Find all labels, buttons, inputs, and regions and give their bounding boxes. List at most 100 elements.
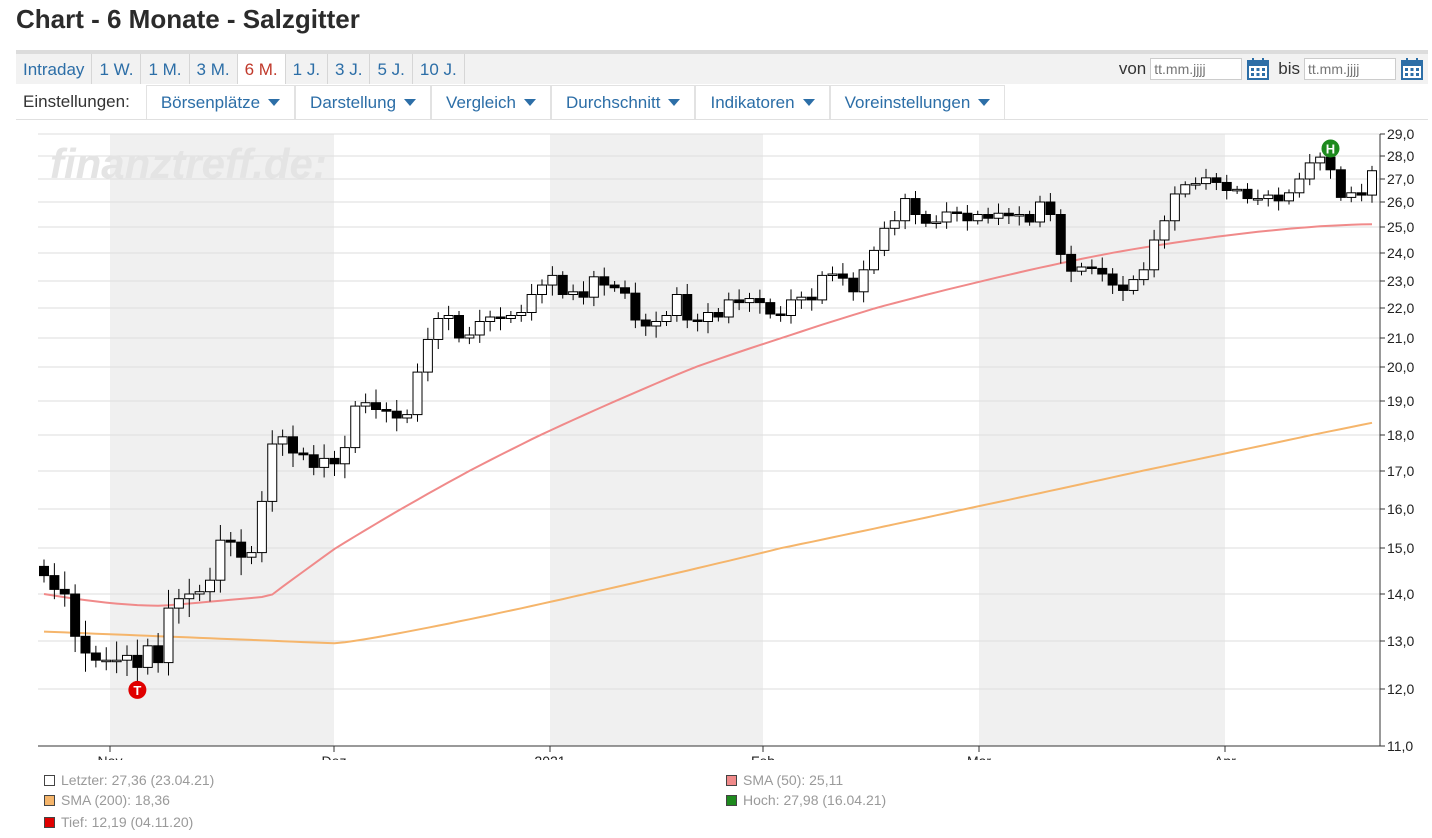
- y-tick-label: 28,0: [1387, 148, 1414, 164]
- y-tick-label: 25,0: [1387, 219, 1414, 235]
- divider: [16, 119, 1428, 120]
- low-marker: [128, 680, 147, 699]
- legend-item: Letzter: 27,36 (23.04.21): [44, 772, 214, 788]
- candle-body: [1045, 201, 1056, 215]
- settings-menu-label: Voreinstellungen: [844, 92, 971, 112]
- from-label: von: [1118, 59, 1147, 78]
- legend-item: SMA (200): 18,36: [44, 792, 170, 808]
- candle-body: [599, 276, 610, 286]
- candle-body: [1055, 214, 1066, 255]
- caret-down-icon: [668, 99, 681, 106]
- candle-body: [49, 575, 60, 590]
- legend-item: SMA (50): 25,11: [726, 772, 843, 788]
- settings-menu-label: Vergleich: [446, 92, 516, 112]
- candle-body: [879, 227, 890, 251]
- candle-body: [972, 214, 983, 222]
- candle-body: [983, 214, 994, 219]
- legend-swatch: [44, 816, 55, 828]
- settings-menu-1[interactable]: Darstellung: [295, 85, 432, 119]
- x-tick-label: Nov: [98, 753, 123, 760]
- caret-down-icon: [404, 99, 417, 106]
- time-range-tabs: Intraday 1 W. 1 M. 3 M. 6 M. 1 J. 3 J. 5 J. 10 J…: [16, 54, 465, 84]
- settings-menu-5[interactable]: Voreinstellungen: [829, 85, 1006, 119]
- candle-body: [1024, 214, 1035, 223]
- candle-body: [734, 299, 745, 304]
- candle-body: [1211, 177, 1222, 183]
- candle-body: [609, 284, 620, 289]
- range-tab-8[interactable]: 10 J.: [413, 54, 465, 84]
- range-tab-2[interactable]: 1 M.: [141, 54, 190, 84]
- candle-body: [495, 316, 506, 319]
- candle-body: [1066, 253, 1077, 272]
- candle-body: [1035, 201, 1045, 223]
- settings-menu-3[interactable]: Durchschnitt: [550, 85, 696, 119]
- candle-body: [184, 593, 195, 600]
- candle-body: [1003, 212, 1014, 217]
- candle-body: [1014, 214, 1025, 217]
- y-tick-label: 11,0: [1387, 738, 1413, 754]
- candle-body: [454, 315, 464, 339]
- candle-body: [70, 593, 81, 637]
- range-tab-3[interactable]: 3 M.: [190, 54, 238, 84]
- candle-body: [277, 436, 288, 445]
- range-tab-5[interactable]: 1 J.: [286, 54, 329, 84]
- candle-body: [1252, 198, 1263, 201]
- candle-body: [59, 588, 70, 595]
- date-range-picker: von bis: [1119, 54, 1428, 84]
- candle-body: [1335, 169, 1346, 198]
- calendar-icon[interactable]: [1246, 57, 1270, 81]
- settings-menu-label: Indikatoren: [710, 92, 795, 112]
- high-marker: [1321, 139, 1340, 158]
- candle-body: [329, 457, 340, 465]
- y-tick-label: 24,0: [1387, 245, 1414, 261]
- range-tab-4[interactable]: 6 M.: [237, 54, 286, 84]
- sma200-line: [43, 421, 1373, 645]
- y-tick-label: 27,0: [1387, 171, 1414, 187]
- candle-body: [402, 414, 413, 419]
- candle-body: [173, 598, 184, 609]
- calendar-icon[interactable]: [1400, 57, 1424, 81]
- range-tab-7[interactable]: 5 J.: [370, 54, 413, 84]
- month-shade-2: [979, 134, 1225, 746]
- settings-menu-2[interactable]: Vergleich: [431, 85, 551, 119]
- candle-body: [578, 291, 589, 298]
- legend-label: Hoch: 27,98 (16.04.21): [743, 792, 887, 808]
- x-tick-label: Mar: [967, 753, 991, 760]
- legend-swatch: [44, 794, 55, 806]
- settings-menu-0[interactable]: Börsenplätze: [145, 85, 296, 119]
- candle-body: [246, 552, 257, 558]
- settings-menu-label: Börsenplätze: [160, 92, 261, 112]
- candle-body: [422, 338, 433, 373]
- candle-body: [1076, 266, 1087, 272]
- candle-body: [1169, 193, 1180, 222]
- y-tick-label: 26,0: [1387, 194, 1414, 210]
- candle-body: [900, 198, 911, 222]
- settings-menu-4[interactable]: Indikatoren: [695, 85, 830, 119]
- candle-body: [371, 402, 381, 411]
- y-tick-label: 20,0: [1387, 359, 1414, 375]
- range-tab-0[interactable]: Intraday: [16, 54, 93, 84]
- high-marker-label: H: [1326, 141, 1335, 156]
- candle-body: [205, 579, 215, 593]
- to-date-input[interactable]: [1304, 58, 1396, 80]
- range-tab-1[interactable]: 1 W.: [92, 54, 142, 84]
- y-tick-label: 16,0: [1387, 501, 1414, 517]
- candle-body: [132, 654, 143, 668]
- candle-body: [90, 652, 101, 661]
- x-tick-label: Feb: [751, 753, 775, 760]
- candle-body: [319, 457, 330, 468]
- from-date-input[interactable]: [1150, 58, 1243, 80]
- range-tab-6[interactable]: 3 J.: [328, 54, 371, 84]
- candle-body: [651, 321, 662, 327]
- caret-down-icon: [802, 99, 815, 106]
- candle-body: [1118, 284, 1128, 291]
- candle-body: [1201, 177, 1211, 185]
- candle-body: [267, 443, 278, 502]
- settings-bar: Einstellungen: Börsenplätze Darstellung Ve…: [16, 85, 1006, 119]
- candle-body: [547, 274, 558, 286]
- candle-body: [661, 315, 672, 322]
- candle-body: [1086, 266, 1097, 269]
- candle-body: [910, 198, 921, 216]
- y-tick-label: 23,0: [1387, 273, 1414, 289]
- candle-body: [723, 299, 734, 318]
